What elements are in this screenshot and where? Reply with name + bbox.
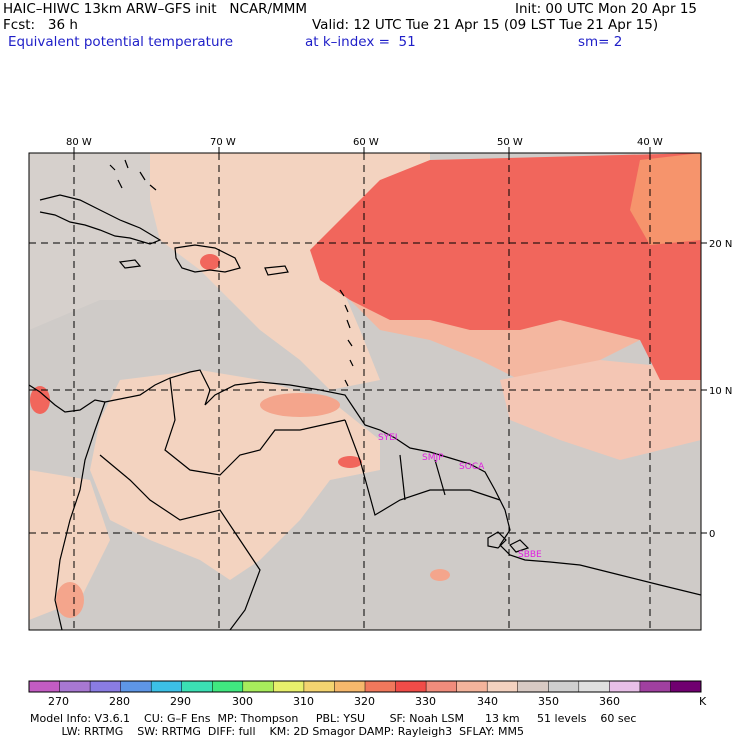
model-info-line2: LW: RRTMG SW: RRTMG DIFF: full KM: 2D Sm… [30, 725, 524, 738]
field-red-core [310, 153, 701, 380]
smoothing: sm= 2 [578, 34, 623, 50]
map-frame [28, 152, 702, 631]
station-sbbe: SBBE [518, 550, 542, 560]
coast-bahamas [109, 159, 157, 191]
level-index: at k–index = 51 [305, 34, 416, 50]
lon-label-60w: 60 W [353, 137, 379, 148]
colorbar-swatch [273, 681, 305, 692]
cbar-label-290: 290 [170, 695, 191, 708]
colorbar [28, 680, 702, 693]
forecast-hour: Fcst: 36 h [3, 17, 78, 33]
cbar-label-310: 310 [293, 695, 314, 708]
coast-jamaica [118, 259, 142, 269]
theta-e-field [29, 153, 701, 630]
field-salmon-south [500, 360, 701, 460]
station-syei: SYEI [378, 433, 398, 443]
field-red-panama [30, 386, 50, 414]
field-peach-southamerica [90, 370, 380, 580]
field-orange-ne [630, 153, 701, 245]
coast-puertorico [264, 265, 289, 276]
colorbar-swatch [365, 681, 397, 692]
cbar-label-330: 330 [415, 695, 436, 708]
field-name: Equivalent potential temperature [8, 34, 234, 50]
lat-label-20n: 20 N [709, 239, 732, 250]
lon-label-40w: 40 W [637, 137, 663, 148]
graticule [29, 153, 701, 630]
cbar-label-350: 350 [538, 695, 559, 708]
colorbar-swatch [212, 681, 244, 692]
coast-amazon-delta [487, 531, 530, 553]
station-smjp: SMJP [422, 453, 444, 463]
init-time: Init: 00 UTC Mon 20 Apr 15 [515, 1, 697, 17]
colorbar-swatch [303, 681, 335, 692]
cbar-label-280: 280 [109, 695, 130, 708]
valid-time: Valid: 12 UTC Tue 21 Apr 15 (09 LST Tue … [312, 17, 659, 33]
colorbar-swatch [120, 681, 152, 692]
field-peach-west [29, 470, 110, 620]
colorbar-swatch [334, 681, 366, 692]
colorbar-swatch [578, 681, 610, 692]
cbar-label-270: 270 [48, 695, 69, 708]
lon-label-70w: 70 W [210, 137, 236, 148]
field-red-guyana [338, 456, 362, 468]
ticks [73, 147, 707, 534]
colorbar-swatch [670, 681, 702, 692]
lon-label-50w: 50 W [497, 137, 523, 148]
colorbar-swatch [242, 681, 274, 692]
colorbar-swatch [517, 681, 549, 692]
colorbar-swatch [456, 681, 488, 692]
lon-label-80w: 80 W [66, 137, 92, 148]
coast-pacific [54, 401, 106, 630]
field-salmon-venezuela [260, 393, 340, 417]
colorbar-swatch [609, 681, 641, 692]
coast-hispaniola [174, 244, 241, 273]
colorbar-swatch [90, 681, 122, 692]
coast-southamerica [104, 369, 701, 596]
model-info-line1: Model Info: V3.6.1 CU: G–F Ens MP: Thomp… [30, 712, 637, 725]
coastlines [29, 159, 701, 630]
colorbar-swatch [487, 681, 519, 692]
colorbar-swatch [59, 681, 91, 692]
cbar-label-360: 360 [599, 695, 620, 708]
field-red-hispaniola [200, 254, 220, 270]
colorbar-swatch [639, 681, 671, 692]
field-salmon-amazon [430, 569, 450, 581]
lat-label-10n: 10 N [709, 386, 732, 397]
colorbar-swatch [151, 681, 183, 692]
model-title: HAIC–HIWC 13km ARW–GFS init NCAR/MMM [3, 1, 308, 17]
lat-label-0: 0 [709, 529, 715, 540]
colorbar-swatch [548, 681, 580, 692]
cbar-label-340: 340 [477, 695, 498, 708]
coast-cuba [39, 194, 162, 245]
coast-panama [29, 384, 106, 413]
cbar-label-320: 320 [354, 695, 375, 708]
colorbar-swatch [395, 681, 427, 692]
field-salmon-andes [56, 582, 84, 618]
colorbar-swatch [29, 681, 61, 692]
country-borders [99, 377, 501, 630]
coast-antilles [339, 289, 354, 387]
cbar-label-300: 300 [232, 695, 253, 708]
station-soca: SOCA [459, 462, 485, 472]
colorbar-swatch [181, 681, 213, 692]
field-peach-central [150, 153, 430, 390]
cbar-label-unit: K [699, 695, 707, 708]
colorbar-swatch [426, 681, 458, 692]
